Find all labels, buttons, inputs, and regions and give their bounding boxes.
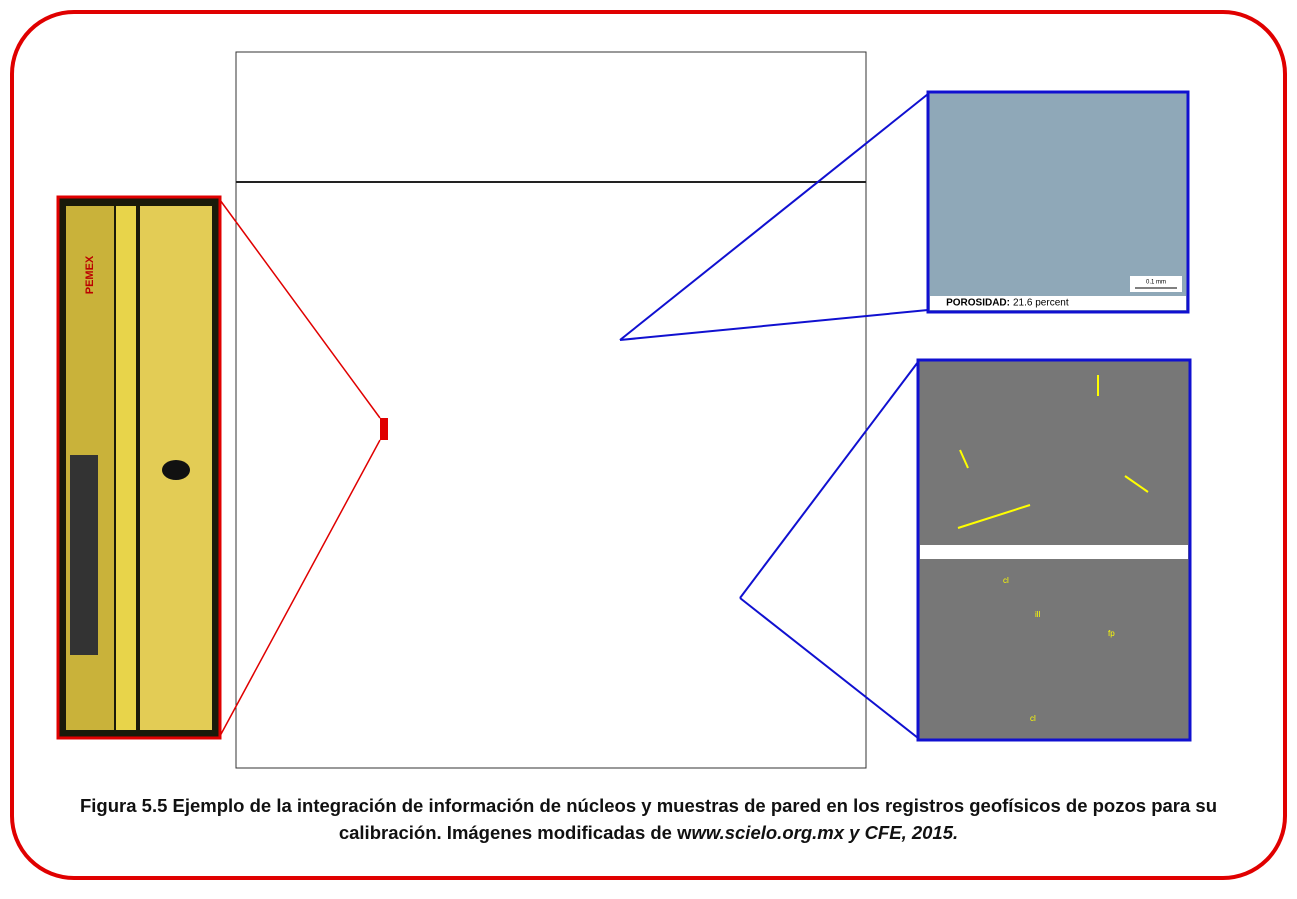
figure-caption: Figura 5.5 Ejemplo de la integración de … [60, 792, 1237, 846]
color-chart [70, 455, 98, 655]
scale-label: 0.1 mm [1146, 280, 1166, 286]
core-logo: PEMEX [84, 255, 96, 294]
figure: PEMEX POROSIDAD: 21.6 percent 0.1 mm cl … [0, 0, 1297, 899]
sem-label: cl [1003, 576, 1009, 585]
sem-label: ill [1035, 610, 1041, 619]
sem-label: cl [1030, 714, 1036, 723]
caption-text: Figura 5.5 Ejemplo de la integración de … [80, 795, 1217, 843]
sem-separator [920, 545, 1188, 559]
caption-source: ww.scielo.org.mx y CFE, 2015. [692, 822, 959, 843]
log-panel [236, 52, 866, 768]
page: PEMEX POROSIDAD: 21.6 percent 0.1 mm cl … [0, 0, 1297, 899]
core-depth-marker [380, 418, 388, 440]
core-ruler [116, 206, 136, 730]
core-hole [162, 460, 190, 480]
porosity-label: POROSIDAD: [946, 298, 1010, 309]
sem-label: fp [1108, 629, 1115, 638]
porosity-value: 21.6 percent [1013, 298, 1069, 309]
